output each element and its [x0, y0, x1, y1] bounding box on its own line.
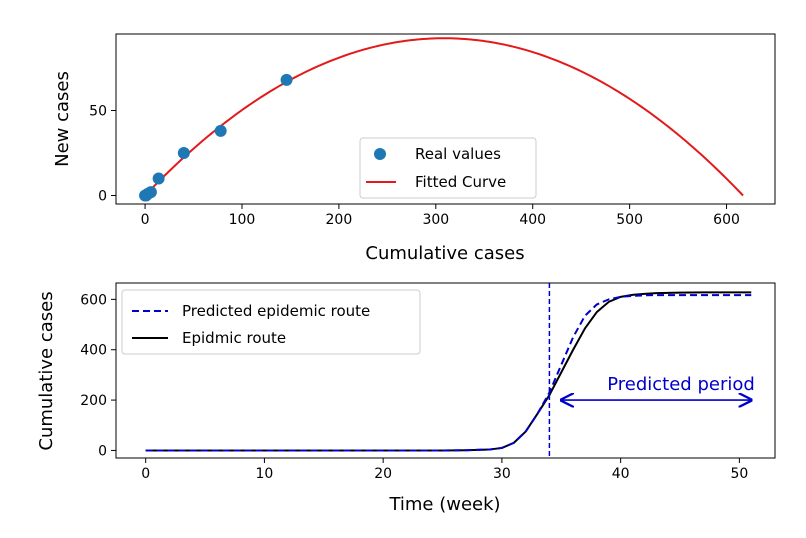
real-value-point — [214, 124, 227, 137]
top-x-tick-label: 600 — [713, 212, 740, 228]
top-axes-frame — [115, 33, 776, 205]
bottom-y-axis-label: Cumulative cases — [36, 291, 57, 450]
top-x-tick-label: 300 — [422, 212, 449, 228]
bottom-x-tick-label: 0 — [141, 466, 150, 482]
top-x-tick-label: 100 — [229, 212, 256, 228]
top-x-tick-label: 200 — [326, 212, 353, 228]
legend-real-values-marker — [374, 148, 386, 160]
bottom-x-tick-label: 50 — [730, 466, 748, 482]
top-x-axis-label: Cumulative cases — [365, 243, 524, 264]
predicted-period-label: Predicted period — [607, 374, 755, 395]
top-y-axis-label: New cases — [52, 71, 73, 167]
real-value-point — [177, 147, 190, 159]
real-value-point — [144, 186, 157, 199]
top-legend: Real values Fitted Curve — [359, 137, 537, 199]
bottom-x-tick-label: 20 — [374, 466, 392, 482]
real-value-point — [280, 73, 293, 86]
bottom-axes-frame — [115, 282, 776, 459]
bottom-legend: Predicted epidemic route Epidmic route — [121, 289, 421, 355]
top-y-tick-label: 50 — [89, 104, 107, 120]
legend-real-values-label: Real values — [415, 145, 501, 163]
cumulative-vs-time-panel: 0 10 20 30 40 50 0 200 400 600 Time (week) Cumul… — [36, 282, 776, 515]
real-value-point — [152, 172, 165, 185]
bottom-y-tick-label: 0 — [98, 443, 107, 459]
fitted-curve-line — [144, 37, 744, 197]
bottom-x-tick-label: 30 — [493, 466, 511, 482]
bottom-x-axis-label: Time (week) — [388, 494, 500, 515]
top-x-tick-label: 400 — [519, 212, 546, 228]
legend-epidemic-route-label: Epidmic route — [182, 329, 286, 347]
bottom-x-tick-label: 10 — [256, 466, 274, 482]
bottom-x-tick-label: 40 — [612, 466, 630, 482]
predicted-route-line — [145, 294, 752, 452]
predicted-period-annotation: Predicted period — [561, 374, 755, 400]
top-y-tick-label: 0 — [98, 189, 107, 205]
legend-fitted-curve-label: Fitted Curve — [415, 173, 506, 191]
bottom-y-tick-label: 400 — [80, 343, 107, 359]
legend-predicted-route-label: Predicted epidemic route — [182, 302, 370, 320]
new-vs-cumulative-panel: 0 100 200 300 400 500 600 0 50 Cumulative cases… — [52, 33, 776, 264]
top-x-tick-label: 0 — [141, 212, 150, 228]
top-x-tick-label: 500 — [616, 212, 643, 228]
bottom-y-tick-label: 200 — [80, 393, 107, 409]
bottom-y-tick-label: 600 — [80, 292, 107, 308]
